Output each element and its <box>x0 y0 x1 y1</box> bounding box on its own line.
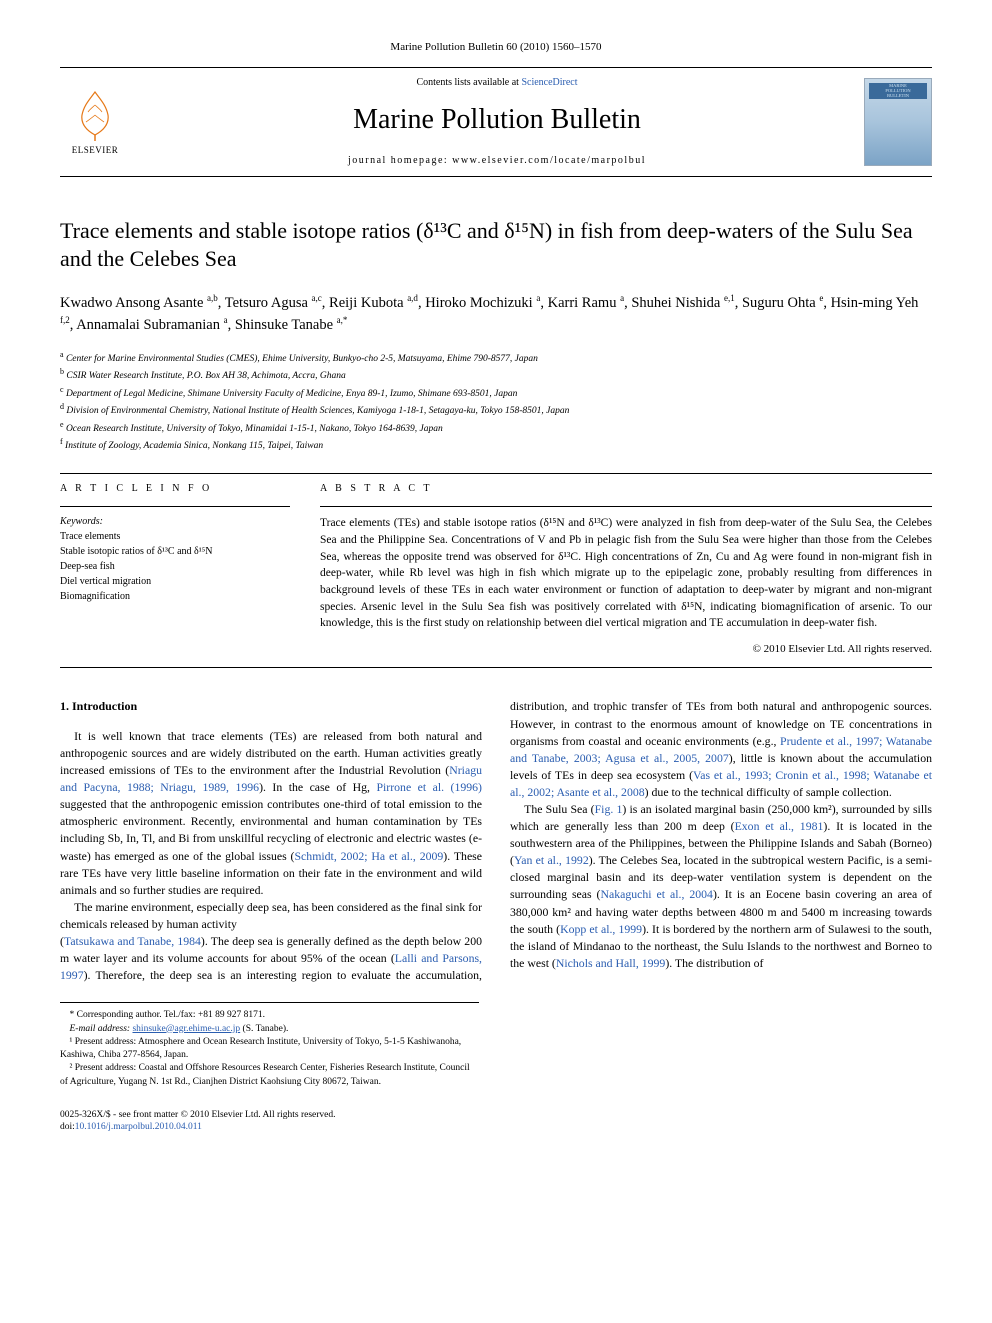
keyword-item: Deep-sea fish <box>60 559 290 574</box>
info-abstract-row: A R T I C L E I N F O Keywords: Trace el… <box>60 482 932 657</box>
journal-name: Marine Pollution Bulletin <box>130 100 864 139</box>
affiliation-item: f Institute of Zoology, Academia Sinica,… <box>60 436 932 453</box>
email-link[interactable]: shinsuke@agr.ehime-u.ac.jp <box>132 1024 240 1034</box>
corresponding-author: * Corresponding author. Tel./fax: +81 89… <box>60 1009 479 1022</box>
article-info-column: A R T I C L E I N F O Keywords: Trace el… <box>60 482 290 657</box>
citation-link[interactable]: Kopp et al., 1999 <box>560 922 642 936</box>
divider <box>320 506 932 507</box>
divider <box>60 473 932 474</box>
email-line: E-mail address: shinsuke@agr.ehime-u.ac.… <box>60 1023 479 1036</box>
contents-prefix: Contents lists available at <box>416 77 521 88</box>
affiliation-item: e Ocean Research Institute, University o… <box>60 419 932 436</box>
journal-citation: Marine Pollution Bulletin 60 (2010) 1560… <box>60 40 932 55</box>
citation-link[interactable]: Nakaguchi et al., 2004 <box>600 887 712 901</box>
body-paragraph: It is well known that trace elements (TE… <box>60 728 482 899</box>
header-center: Contents lists available at ScienceDirec… <box>130 76 864 167</box>
doi-link[interactable]: 10.1016/j.marpolbul.2010.04.011 <box>75 1122 202 1132</box>
journal-homepage: journal homepage: www.elsevier.com/locat… <box>130 154 864 168</box>
keyword-item: Trace elements <box>60 529 290 544</box>
keyword-item: Diel vertical migration <box>60 574 290 589</box>
citation-link[interactable]: Exon et al., 1981 <box>735 819 824 833</box>
article-info-header: A R T I C L E I N F O <box>60 482 290 496</box>
affiliations-list: a Center for Marine Environmental Studie… <box>60 349 932 453</box>
affiliation-item: d Division of Environmental Chemistry, N… <box>60 401 932 418</box>
journal-cover-thumbnail: MARINE POLLUTION BULLETIN <box>864 78 932 166</box>
citation-link[interactable]: Tatsukawa and Tanabe, 1984 <box>64 934 201 948</box>
elsevier-logo: ELSEVIER <box>60 82 130 162</box>
footnotes: * Corresponding author. Tel./fax: +81 89… <box>60 1002 479 1089</box>
keywords-label: Keywords: <box>60 515 290 529</box>
elsevier-tree-icon <box>70 87 120 142</box>
publisher-name: ELSEVIER <box>72 144 119 157</box>
footnote-2: ² Present address: Coastal and Offshore … <box>60 1062 479 1089</box>
section-heading-introduction: 1. Introduction <box>60 698 482 715</box>
keyword-item: Biomagnification <box>60 589 290 604</box>
citation-link[interactable]: Pirrone et al. (1996) <box>376 780 482 794</box>
keyword-item: Stable isotopic ratios of δ¹³C and δ¹⁵N <box>60 544 290 559</box>
contents-available-line: Contents lists available at ScienceDirec… <box>130 76 864 90</box>
figure-link[interactable]: Fig. 1 <box>595 802 623 816</box>
divider <box>60 667 932 668</box>
doi-line: doi:10.1016/j.marpolbul.2010.04.011 <box>60 1121 932 1133</box>
article-title: Trace elements and stable isotope ratios… <box>60 217 932 274</box>
issn-line: 0025-326X/$ - see front matter © 2010 El… <box>60 1109 932 1121</box>
body-text: 1. Introduction It is well known that tr… <box>60 698 932 984</box>
cover-title: MARINE POLLUTION BULLETIN <box>865 84 931 99</box>
keywords-list: Trace elementsStable isotopic ratios of … <box>60 529 290 604</box>
citation-link[interactable]: Schmidt, 2002; Ha et al., 2009 <box>295 849 444 863</box>
citation-link[interactable]: Yan et al., 1992 <box>514 853 589 867</box>
affiliation-item: c Department of Legal Medicine, Shimane … <box>60 384 932 401</box>
sciencedirect-link[interactable]: ScienceDirect <box>521 77 577 88</box>
affiliation-item: b CSIR Water Research Institute, P.O. Bo… <box>60 366 932 383</box>
abstract-column: A B S T R A C T Trace elements (TEs) and… <box>320 482 932 657</box>
abstract-copyright: © 2010 Elsevier Ltd. All rights reserved… <box>320 642 932 657</box>
citation-link[interactable]: Nichols and Hall, 1999 <box>556 956 665 970</box>
abstract-text: Trace elements (TEs) and stable isotope … <box>320 515 932 632</box>
affiliation-item: a Center for Marine Environmental Studie… <box>60 349 932 366</box>
authors-list: Kwadwo Ansong Asante a,b, Tetsuro Agusa … <box>60 292 932 337</box>
divider <box>60 506 290 507</box>
footer: 0025-326X/$ - see front matter © 2010 El… <box>60 1109 932 1134</box>
body-paragraph: The marine environment, especially deep … <box>60 899 482 933</box>
footnote-1: ¹ Present address: Atmosphere and Ocean … <box>60 1036 479 1063</box>
abstract-header: A B S T R A C T <box>320 482 932 496</box>
body-paragraph: The Sulu Sea (Fig. 1) is an isolated mar… <box>510 801 932 972</box>
journal-header-box: ELSEVIER Contents lists available at Sci… <box>60 67 932 176</box>
